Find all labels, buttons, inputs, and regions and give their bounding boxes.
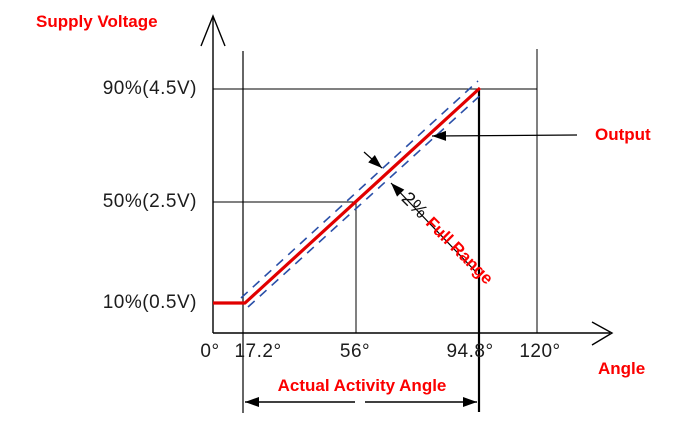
y-axis-title: Supply Voltage — [36, 12, 158, 31]
output-annotation-label: Output — [595, 125, 651, 144]
tolerance-leader-line — [390, 182, 477, 273]
tolerance-upper-dashed-line — [240, 80, 479, 299]
y-tick-label-90: 90%(4.5V) — [102, 78, 197, 99]
x-tick-label-94-8: 94.8° — [446, 341, 494, 362]
tolerance-arrow-upper — [363, 151, 383, 169]
x-axis-title: Angle — [598, 359, 646, 378]
x-axis-arrowhead-icon — [591, 321, 614, 346]
tolerance-lower-dashed-line — [247, 91, 485, 308]
x-tick-label-0: 0° — [200, 341, 220, 362]
output-line — [213, 86, 482, 305]
x-tick-label-56: 56° — [339, 341, 371, 362]
output-leader-line — [431, 130, 578, 141]
y-tick-label-10: 10%(0.5V) — [102, 292, 197, 313]
x-tick-label-17-2: 17.2° — [234, 341, 282, 362]
y-axis-arrowhead-icon — [200, 14, 226, 47]
x-tick-label-120: 120° — [519, 341, 561, 362]
activity-angle-label: Actual Activity Angle — [277, 376, 447, 395]
y-tick-label-50: 50%(2.5V) — [102, 191, 197, 212]
